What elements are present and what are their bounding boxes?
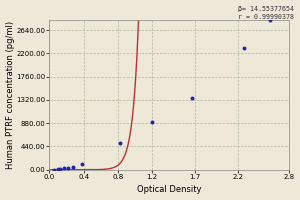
Point	[268, 18, 272, 21]
Point	[71, 165, 76, 168]
Point	[58, 167, 63, 171]
Point	[190, 97, 195, 100]
Point	[61, 167, 66, 170]
Point	[242, 47, 247, 50]
Point	[66, 166, 70, 169]
Point	[56, 168, 60, 171]
Point	[52, 168, 57, 171]
Text: β= 14.55377654
r = 0.99990378: β= 14.55377654 r = 0.99990378	[238, 6, 294, 20]
Point	[117, 142, 122, 145]
X-axis label: Optical Density: Optical Density	[137, 185, 201, 194]
Y-axis label: Human PTRF concentration (pg/ml): Human PTRF concentration (pg/ml)	[6, 21, 15, 169]
Point	[80, 162, 84, 166]
Point	[150, 121, 154, 124]
